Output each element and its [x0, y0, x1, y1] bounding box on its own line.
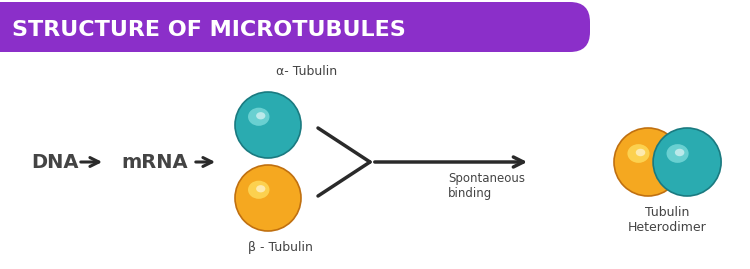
Text: Spontaneous
binding: Spontaneous binding [448, 172, 525, 200]
Text: DNA: DNA [32, 153, 79, 172]
Circle shape [235, 165, 301, 231]
Ellipse shape [256, 185, 266, 192]
Circle shape [614, 128, 682, 196]
Circle shape [235, 92, 301, 158]
Ellipse shape [675, 149, 685, 156]
Ellipse shape [248, 181, 269, 199]
FancyBboxPatch shape [0, 2, 590, 52]
Text: Tubulin
Heterodimer: Tubulin Heterodimer [628, 206, 707, 234]
Text: α- Tubulin: α- Tubulin [276, 65, 338, 78]
Text: mRNA: mRNA [122, 153, 188, 172]
Ellipse shape [248, 108, 269, 126]
Text: STRUCTURE OF MICROTUBULES: STRUCTURE OF MICROTUBULES [12, 20, 406, 40]
Ellipse shape [636, 149, 645, 156]
Ellipse shape [667, 144, 688, 163]
Text: β - Tubulin: β - Tubulin [248, 241, 313, 254]
Bar [0, 2, 40, 52]
Ellipse shape [256, 112, 266, 119]
Circle shape [653, 128, 721, 196]
Ellipse shape [628, 144, 650, 163]
